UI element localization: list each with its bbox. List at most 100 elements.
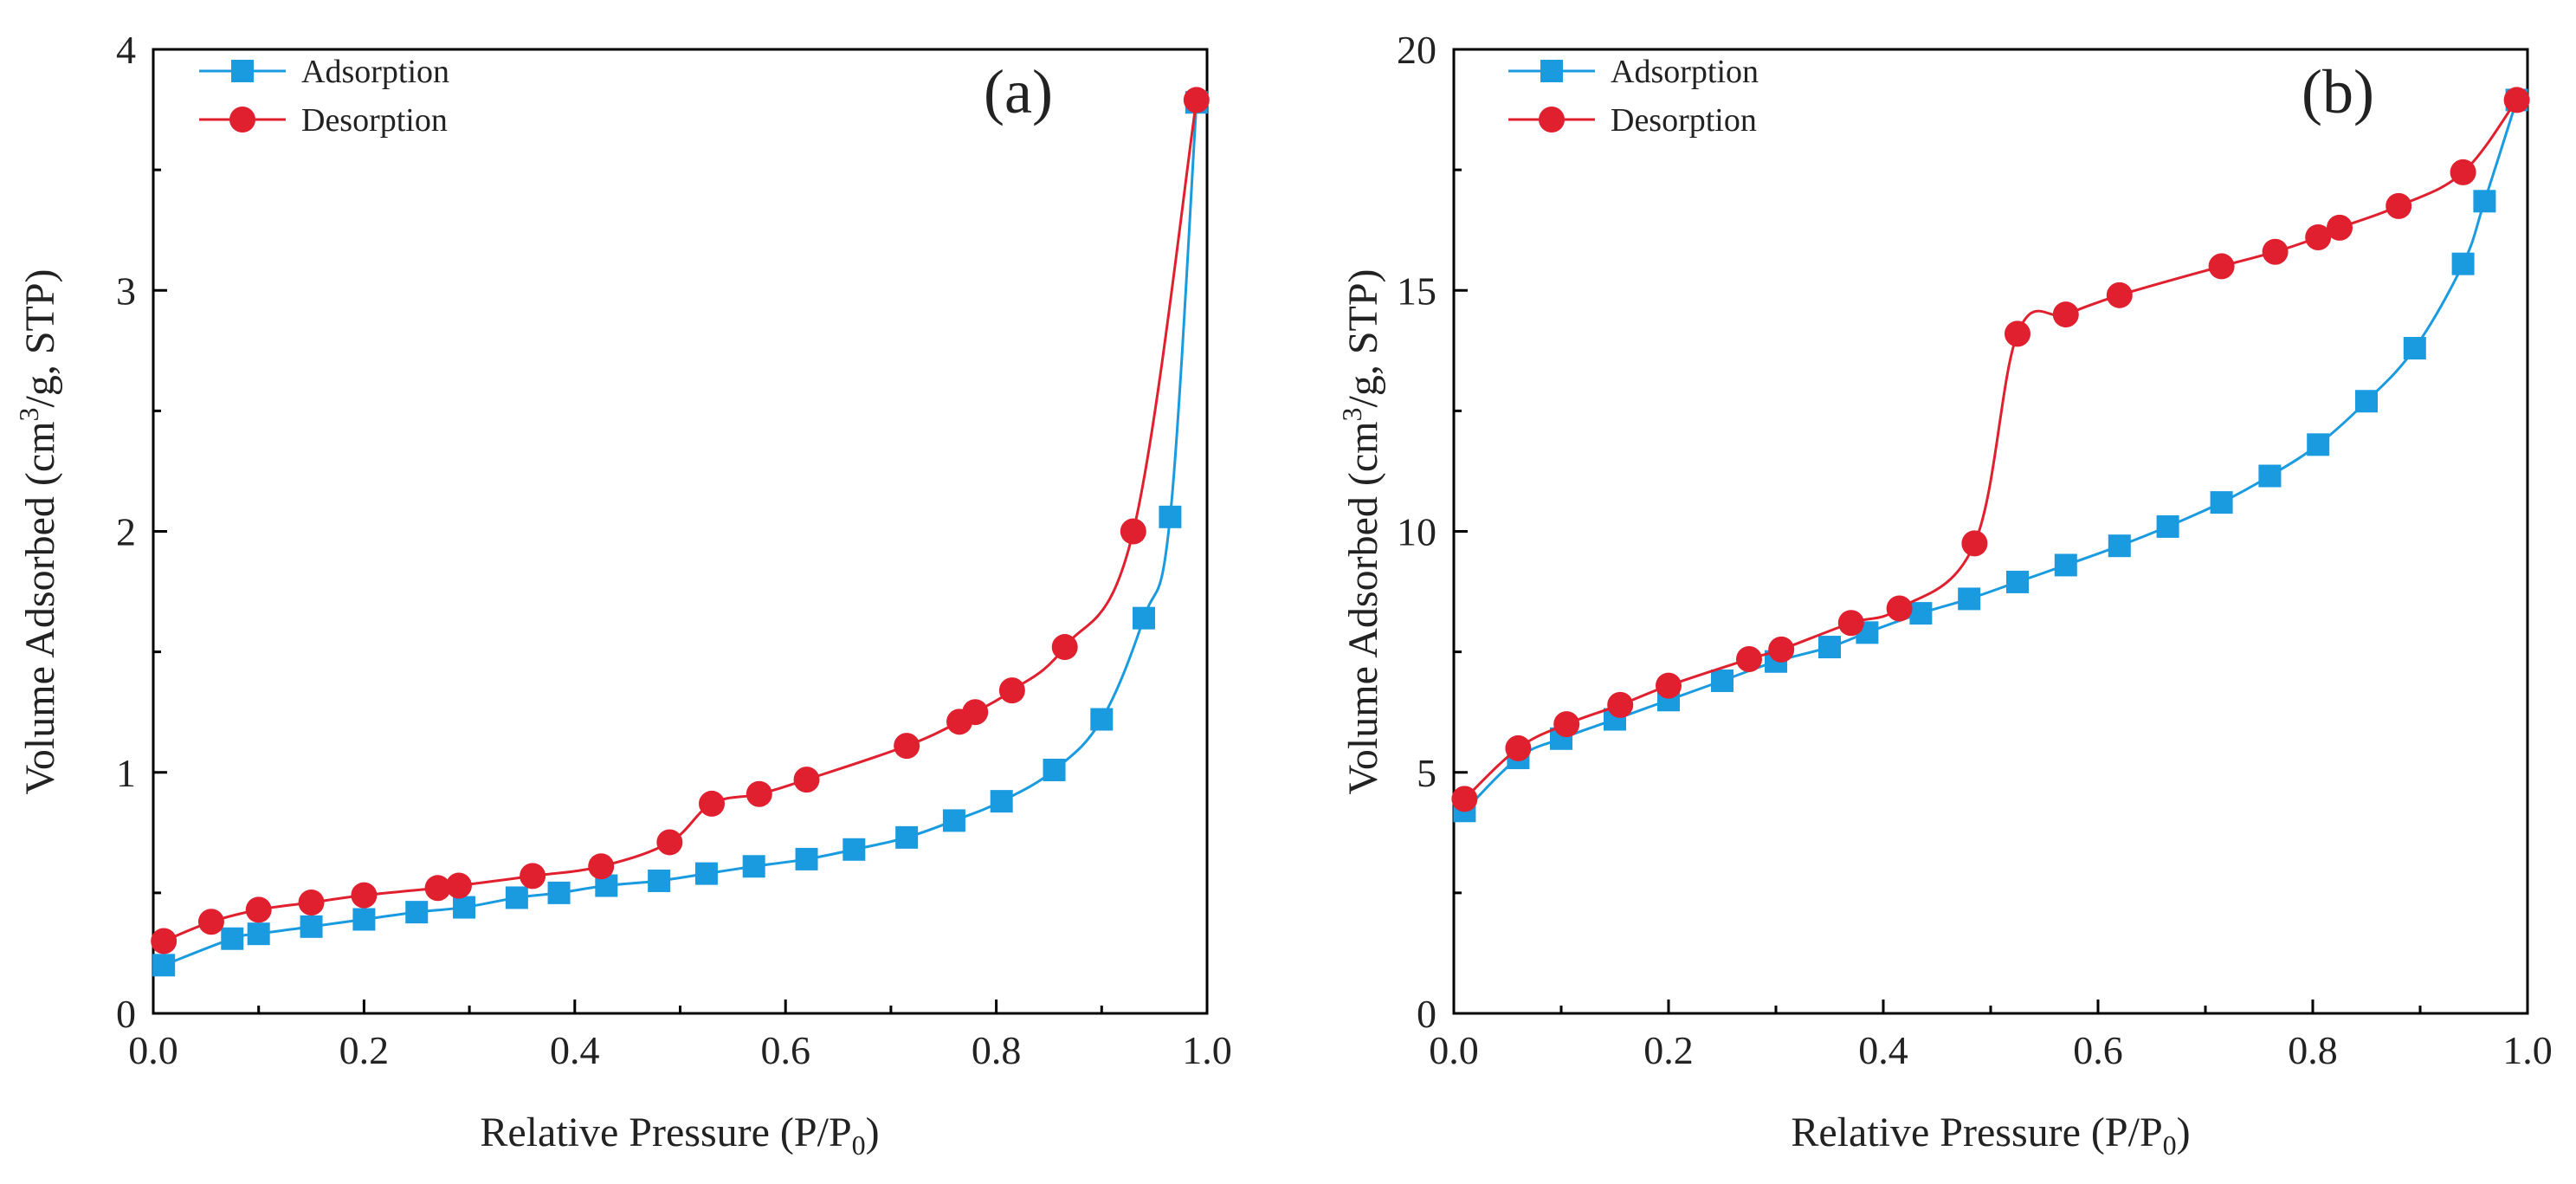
x-tick-label: 0.6	[2073, 1028, 2123, 1072]
data-point-adsorption	[2473, 190, 2496, 213]
data-point-desorption	[1656, 672, 1682, 699]
x-tick-label: 1.0	[2502, 1028, 2553, 1072]
plot-frame	[1452, 48, 2529, 1015]
data-point-desorption	[520, 863, 546, 890]
data-point-desorption	[424, 875, 451, 902]
data-point-adsorption	[1043, 758, 1066, 781]
y-axis-title-post: /g, STP)	[1340, 269, 1386, 407]
data-point-adsorption	[2355, 390, 2378, 413]
data-point-desorption	[2386, 192, 2412, 219]
data-point-adsorption	[152, 954, 176, 977]
ticks: 0.0 0.2 0.4 0.6 0.8 1.0 0 5 10 15 20	[1397, 28, 2553, 1072]
data-point-adsorption	[742, 855, 765, 878]
legend-marker-desorption	[229, 107, 255, 133]
data-point-desorption	[1837, 610, 1864, 637]
panel-a: 0.0 0.2 0.4 0.6 0.8 1.0 0 1 2 3 4 (a) Adsorption D…	[13, 28, 1232, 1161]
legend: Adsorption Desorption	[199, 54, 449, 139]
y-tick-label: 10	[1397, 510, 1436, 554]
data-point-adsorption	[2258, 464, 2282, 488]
data-point-adsorption	[795, 847, 818, 870]
data-point-adsorption	[547, 881, 571, 904]
data-point-adsorption	[300, 915, 323, 938]
data-point-desorption	[298, 890, 325, 916]
x-axis-title: Relative Pressure (P/P0)	[480, 1110, 879, 1161]
data-point-adsorption	[247, 922, 270, 946]
data-point-adsorption	[1909, 602, 1933, 625]
y-tick-label: 1	[116, 751, 136, 795]
y-tick-label: 4	[116, 28, 136, 72]
x-tick-label: 0.4	[550, 1028, 600, 1072]
data-point-adsorption	[2054, 553, 2077, 577]
data-point-adsorption	[2108, 534, 2131, 558]
x-tick-label: 0.8	[2288, 1028, 2338, 1072]
y-tick-label: 15	[1397, 269, 1436, 313]
data-point-adsorption	[2156, 514, 2179, 538]
data-point-desorption	[245, 896, 272, 923]
y-axis-title-sup: 3	[1336, 407, 1367, 421]
data-point-desorption	[746, 780, 772, 807]
data-point-adsorption	[2210, 491, 2233, 514]
data-point-desorption	[962, 699, 989, 726]
data-point-adsorption	[694, 862, 718, 885]
data-point-adsorption	[505, 886, 528, 909]
x-tick-label: 0.6	[760, 1028, 810, 1072]
legend-marker-desorption	[1539, 107, 1565, 133]
data-point-adsorption	[1132, 606, 1155, 630]
x-tick-label: 0.2	[339, 1028, 390, 1072]
data-point-desorption	[2503, 87, 2530, 113]
data-point-adsorption	[990, 790, 1013, 813]
data-point-desorption	[445, 872, 472, 899]
x-tick-label: 0.2	[1643, 1028, 1694, 1072]
x-tick-label: 0.4	[1858, 1028, 1908, 1072]
x-axis-title-tail: )	[2177, 1110, 2191, 1155]
data-point-desorption	[1120, 518, 1146, 545]
data-point-desorption	[2450, 159, 2476, 185]
data-point-desorption	[351, 882, 378, 909]
panel-label: (a)	[984, 57, 1053, 126]
data-point-adsorption	[2403, 337, 2426, 360]
data-point-adsorption	[895, 825, 919, 849]
data-point-desorption	[197, 909, 224, 935]
panel-b: 0.0 0.2 0.4 0.6 0.8 1.0 0 5 10 15 20 (b) Adsorptio…	[1336, 28, 2553, 1161]
data-point-adsorption	[1090, 708, 1114, 731]
x-tick-label: 0.8	[972, 1028, 1022, 1072]
y-axis-title: Volume Adsorbed (cm3/g, STP)	[1336, 269, 1386, 794]
series-layer	[151, 87, 1210, 977]
data-point-desorption	[2005, 320, 2030, 347]
y-tick-label: 2	[116, 510, 136, 554]
x-axis-title-main: Relative Pressure (P/P	[480, 1110, 851, 1155]
data-point-adsorption	[2307, 433, 2330, 456]
legend-label-adsorption: Adsorption	[301, 54, 449, 90]
x-axis-title-main: Relative Pressure (P/P	[1791, 1110, 2162, 1155]
data-point-desorption	[1768, 636, 1795, 663]
data-point-adsorption	[2451, 252, 2475, 275]
data-point-desorption	[1505, 734, 1532, 761]
x-tick-label: 0.0	[1429, 1028, 1479, 1072]
data-point-desorption	[894, 733, 920, 760]
data-point-desorption	[1183, 87, 1210, 113]
data-point-desorption	[1553, 711, 1580, 738]
data-point-adsorption	[843, 838, 866, 861]
legend-marker-adsorption	[231, 60, 254, 82]
x-axis-title-sub: 0	[852, 1129, 866, 1161]
y-tick-label: 5	[1417, 751, 1436, 795]
legend: Adsorption Desorption	[1508, 54, 1759, 139]
data-point-adsorption	[648, 869, 671, 892]
data-point-desorption	[2208, 253, 2235, 280]
data-point-adsorption	[942, 809, 965, 832]
data-point-adsorption	[352, 908, 376, 931]
series-line-desorption	[163, 100, 1198, 942]
series-layer	[1451, 87, 2530, 823]
panel-label: (b)	[2302, 57, 2374, 126]
y-axis-title-pre: Volume Adsorbed (cm	[1340, 421, 1386, 794]
y-axis-title-sup: 3	[13, 407, 44, 421]
data-point-desorption	[793, 767, 820, 793]
data-point-adsorption	[1711, 670, 1733, 693]
legend-label-desorption: Desorption	[1611, 102, 1757, 139]
data-point-desorption	[998, 677, 1025, 704]
data-point-desorption	[2327, 214, 2353, 241]
plot-frame	[152, 48, 1209, 1015]
y-axis-title-pre: Volume Adsorbed (cm	[17, 421, 63, 794]
data-point-desorption	[1736, 645, 1762, 672]
